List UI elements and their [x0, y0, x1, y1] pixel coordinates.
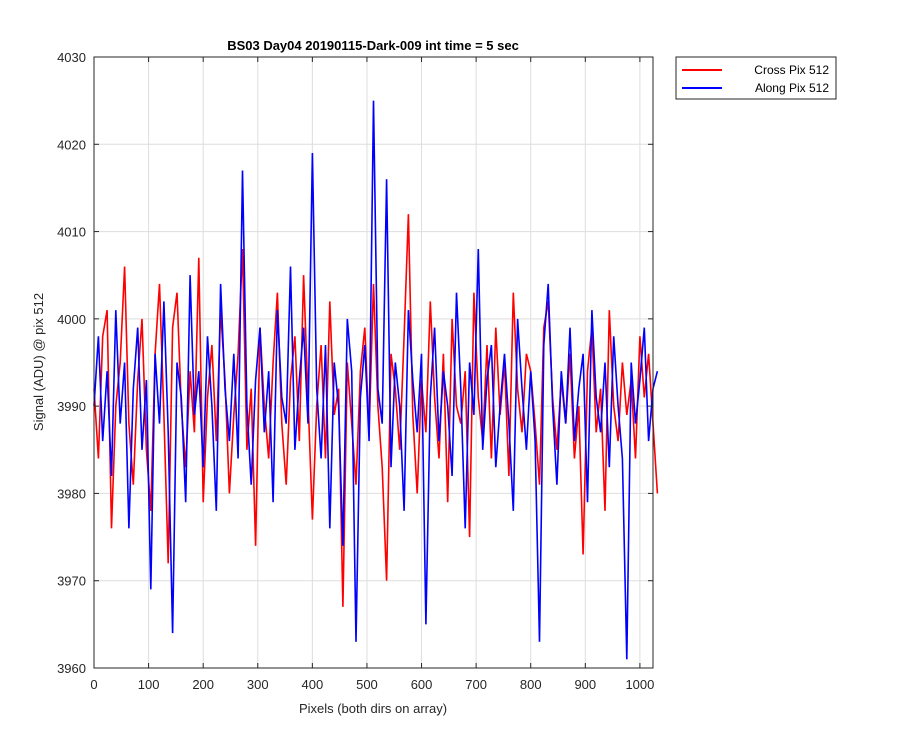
x-tick-label: 1000	[625, 677, 654, 692]
y-tick-label: 4030	[57, 50, 86, 65]
x-tick-label: 400	[302, 677, 324, 692]
legend-label-along: Along Pix 512	[755, 81, 829, 95]
x-tick-label: 100	[138, 677, 160, 692]
axis-ticks: 0 100 200 300 400 500 600 700 800 900 1000 3960 3970…	[57, 50, 654, 692]
x-axis-label: Pixels (both dirs on array)	[299, 701, 447, 716]
x-tick-label: 300	[247, 677, 269, 692]
legend: Cross Pix 512 Along Pix 512	[675, 56, 837, 100]
y-tick-label: 3980	[57, 486, 86, 501]
y-tick-label: 3990	[57, 399, 86, 414]
x-tick-label: 600	[411, 677, 433, 692]
y-tick-label: 3970	[57, 574, 86, 589]
series-lines	[93, 100, 659, 660]
y-tick-label: 4020	[57, 137, 86, 152]
series-line-along-pix-512	[93, 100, 659, 660]
legend-label-cross: Cross Pix 512	[754, 63, 829, 77]
x-tick-label: 700	[465, 677, 487, 692]
x-tick-label: 800	[520, 677, 542, 692]
x-tick-label: 200	[192, 677, 214, 692]
x-tick-label: 900	[574, 677, 596, 692]
y-axis-label: Signal (ADU) @ pix 512	[31, 293, 46, 431]
legend-box	[675, 56, 837, 100]
chart-title: BS03 Day04 20190115-Dark-009 int time = …	[227, 38, 519, 53]
x-tick-label: 500	[356, 677, 378, 692]
y-tick-label: 4010	[57, 225, 86, 240]
plot-border	[93, 56, 654, 669]
y-tick-label: 3960	[57, 661, 86, 676]
y-tick-label: 4000	[57, 312, 86, 327]
x-tick-label: 0	[90, 677, 97, 692]
